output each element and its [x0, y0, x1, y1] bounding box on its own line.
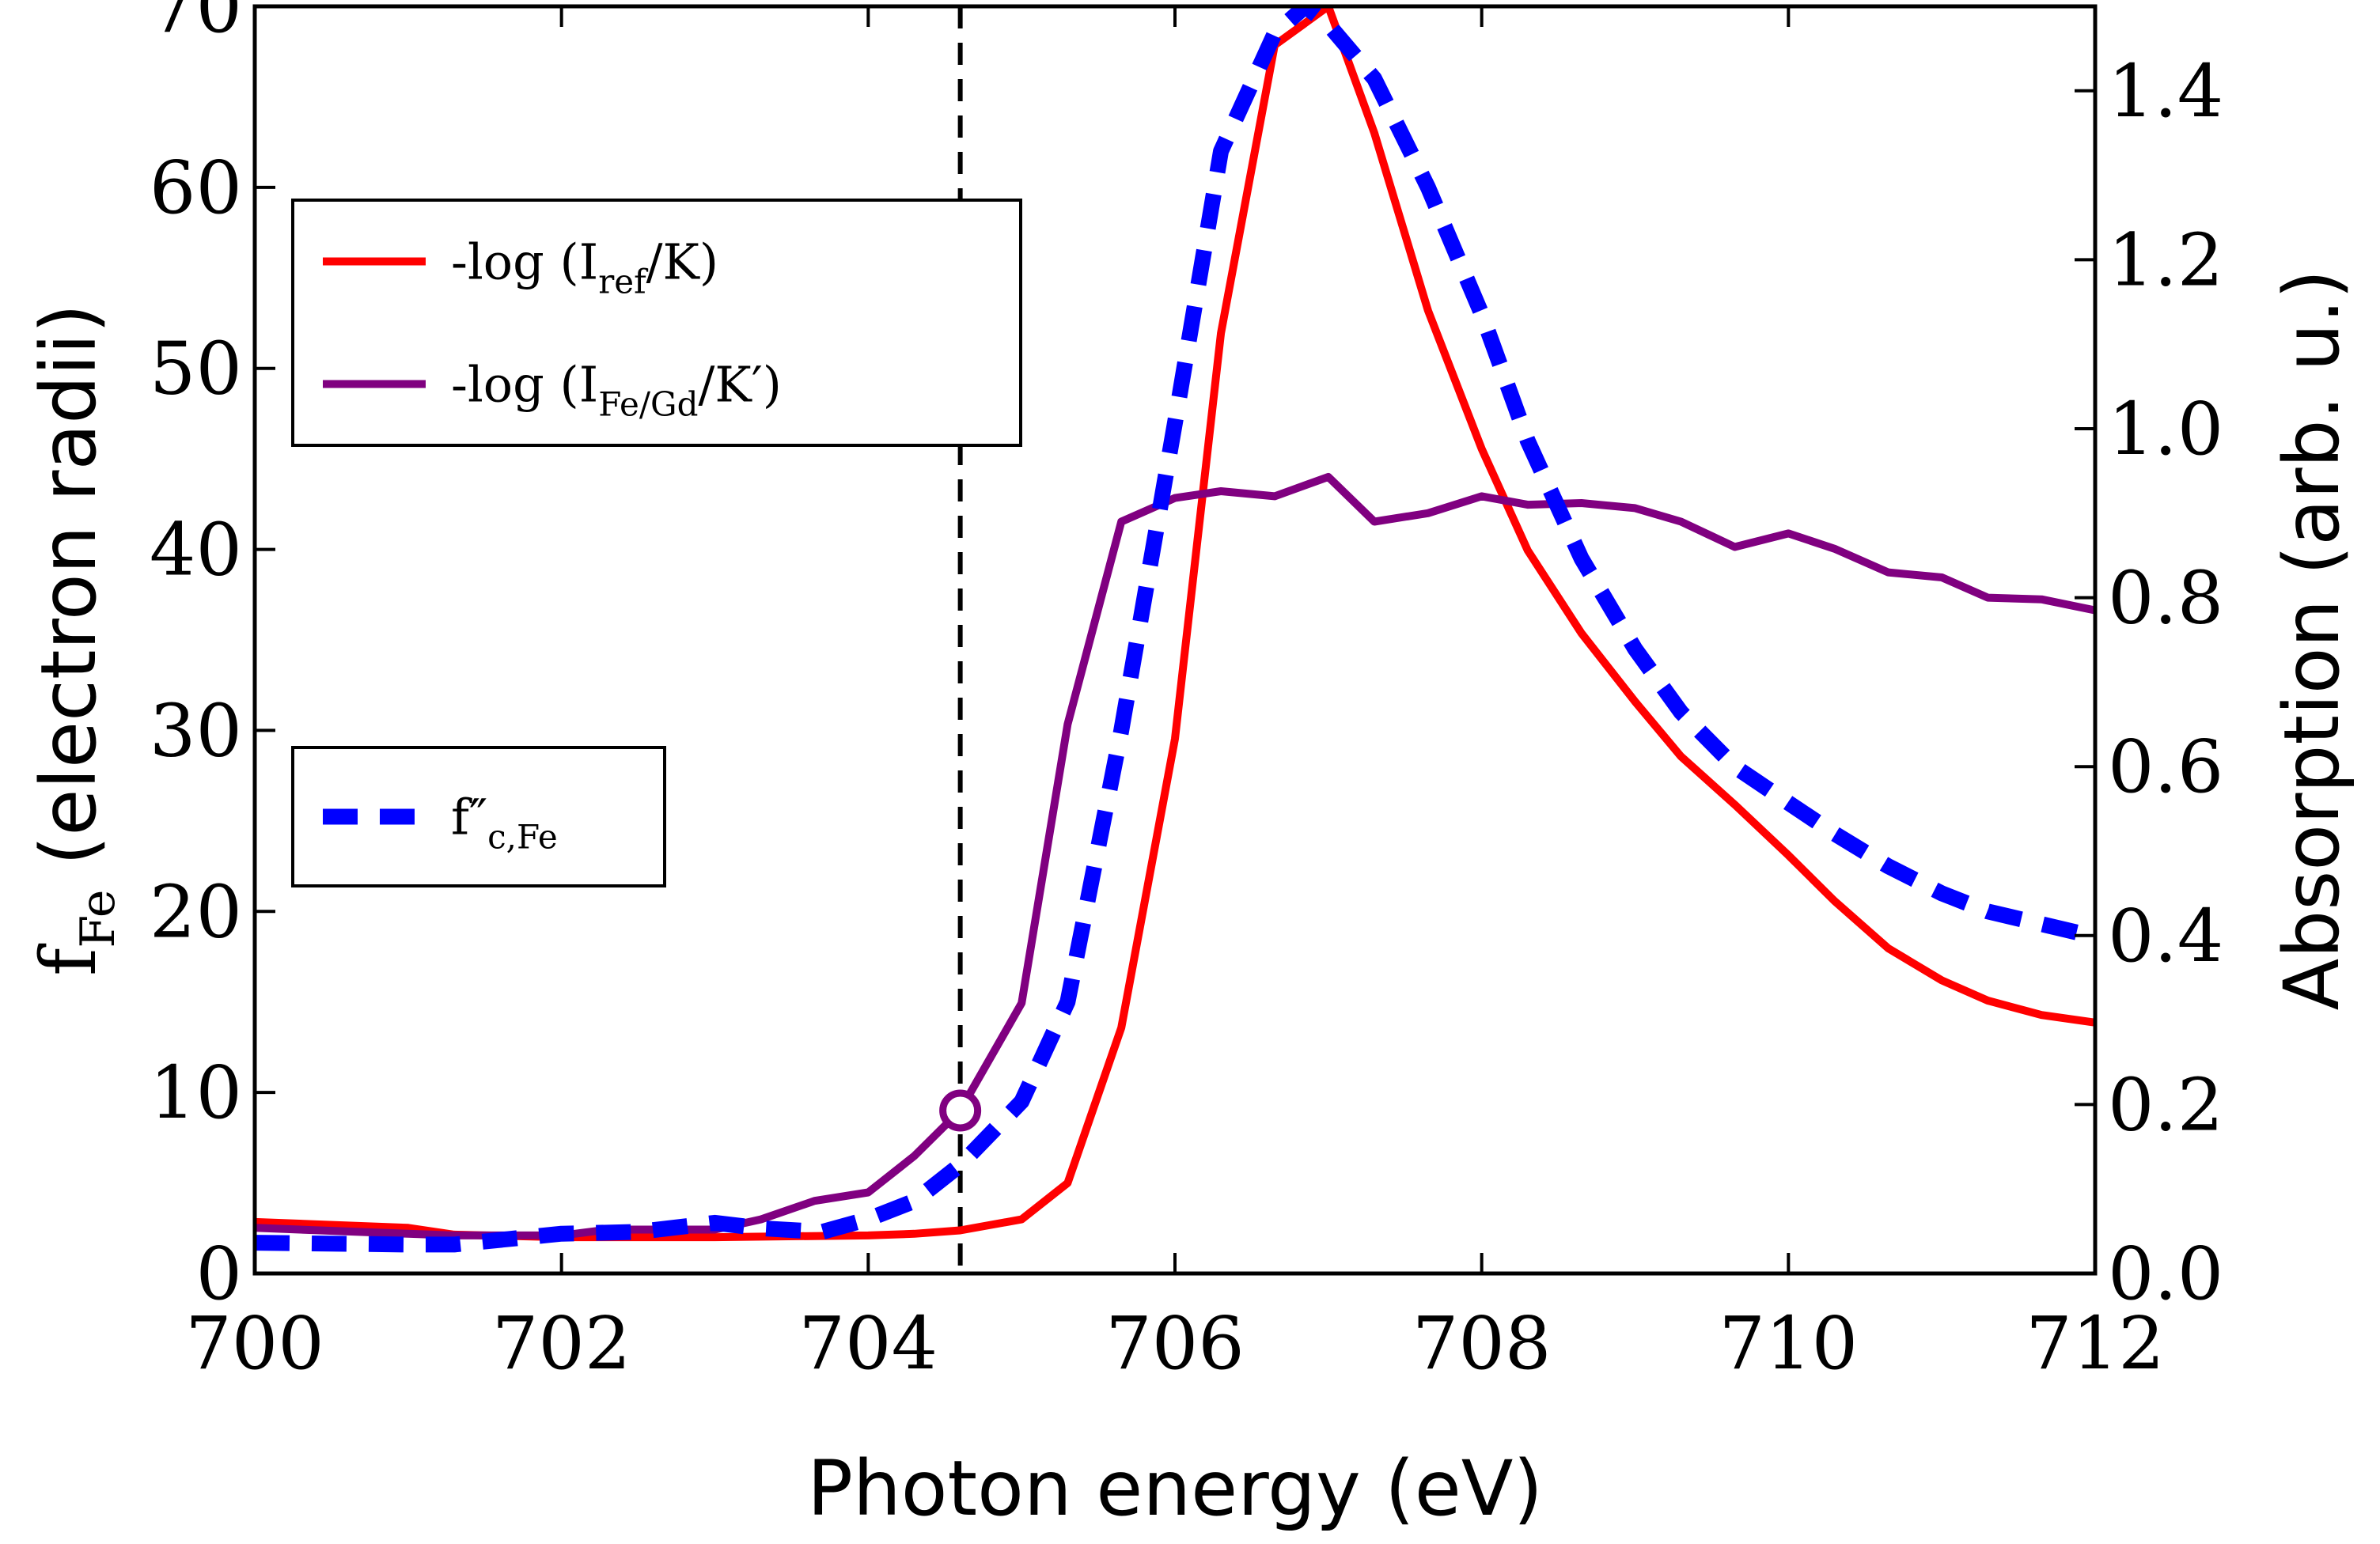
y2-tick-label: 1.2 [2108, 218, 2223, 302]
y-tick-label: 60 [150, 146, 242, 230]
y-tick-label: 10 [150, 1050, 242, 1135]
legend-bottom-label-blue: f″c,Fe [451, 789, 558, 857]
x-tick-label: 704 [799, 1301, 938, 1386]
y-tick-label: 30 [150, 688, 242, 773]
y2-tick-label: 1.0 [2108, 387, 2223, 471]
x-tick-label: 710 [1719, 1301, 1859, 1386]
x-tick-label: 708 [1412, 1301, 1552, 1386]
x-tick-label: 700 [185, 1301, 324, 1386]
legend-bottom: f″c,Fe [291, 746, 666, 887]
legend-layer: -log (Iref/K) -log (IFe/Gd/K′) f″c,Fe [291, 199, 1022, 887]
y-axis-title-sub: Fe [70, 890, 126, 948]
y2-tick-label: 0.8 [2108, 556, 2223, 641]
y-tick-label: 20 [150, 869, 242, 954]
y-tick-label: 0 [195, 1232, 242, 1316]
x-tick-label: 702 [492, 1301, 631, 1386]
y-axis-title: fFe (electron radii) [25, 304, 126, 976]
series-layer [255, 6, 2095, 1273]
y2-tick-label: 0.4 [2108, 894, 2223, 978]
legend-top-box [291, 199, 1022, 447]
series-line-blue [255, 6, 2095, 1253]
legend-top-label-purple: -log (IFe/Gd/K′) [451, 356, 782, 424]
y-tick-label: 50 [150, 327, 242, 411]
series-line-red [255, 6, 2095, 1242]
x-tick-label: 712 [2026, 1301, 2165, 1386]
threshold-marker [939, 1089, 982, 1132]
y-axis-title-rest: (electron radii) [25, 304, 113, 890]
y2-tick-label: 0.0 [2108, 1232, 2223, 1316]
y2-tick-label: 0.2 [2108, 1062, 2223, 1147]
x-axis-title: Photon energy (eV) [807, 1444, 1543, 1533]
y-tick-label: 40 [150, 508, 242, 592]
legend-top-label-red: -log (Iref/K) [451, 233, 718, 301]
y-tick-label: 70 [150, 0, 242, 49]
y2-tick-label: 0.6 [2108, 725, 2223, 809]
y-axis-title-f: f [25, 943, 113, 976]
plot-frame [252, 4, 2098, 1276]
y2-tick-label: 1.4 [2108, 49, 2223, 134]
y2-axis-title: Absorption (arb. u.) [2268, 270, 2356, 1011]
legend-top: -log (Iref/K) -log (IFe/Gd/K′) [291, 199, 1022, 447]
x-tick-label: 706 [1105, 1301, 1245, 1386]
